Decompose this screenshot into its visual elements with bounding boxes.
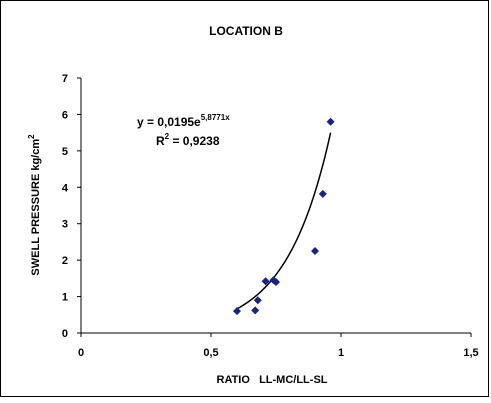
y-tick-label: 2 xyxy=(62,255,68,267)
y-axis-title-text: SWELL PRESSURE kg/cm xyxy=(30,139,42,276)
data-point xyxy=(272,278,280,286)
y-tick-label: 4 xyxy=(62,182,69,194)
r-squared: R2 = 0,9238 xyxy=(156,132,220,148)
x-tick-label: 1,5 xyxy=(463,347,478,359)
trendline xyxy=(236,132,332,310)
y-tick-label: 6 xyxy=(62,109,68,121)
y-tick-label: 7 xyxy=(62,73,68,85)
y-tick-label: 0 xyxy=(62,328,68,340)
r-squared-sup: 2 xyxy=(165,132,170,141)
r-squared-suffix: = 0,9238 xyxy=(169,134,220,148)
x-tick-label: 1 xyxy=(338,347,344,359)
r-squared-prefix: R xyxy=(156,134,165,148)
y-tick-label: 1 xyxy=(62,292,68,304)
data-point xyxy=(233,307,241,316)
chart-title: LOCATION B xyxy=(209,24,283,38)
x-tick-label: 0,5 xyxy=(203,347,218,359)
equation-exponent: 5,8771x xyxy=(201,113,230,122)
data-point xyxy=(326,117,335,126)
equation-main: y = 0,0195e xyxy=(137,115,201,129)
plot-area: 0 1 2 3 4 5 6 7 0 0,5 1 1,5 xyxy=(62,73,479,359)
x-axis-title: RATIO LL-MC/LL-SL xyxy=(217,374,328,386)
data-point xyxy=(253,296,262,305)
data-point xyxy=(318,189,327,198)
y-tick-label: 5 xyxy=(62,146,68,158)
y-axis-title: SWELL PRESSURE kg/cm2 xyxy=(27,134,42,276)
data-point xyxy=(311,247,319,256)
data-point xyxy=(251,306,260,315)
data-point xyxy=(261,277,270,286)
trendline-equation: y = 0,0195e5,8771x xyxy=(137,113,230,129)
y-axis-title-sup: 2 xyxy=(27,134,36,139)
x-tick-label: 0 xyxy=(78,347,84,359)
y-tick-label: 3 xyxy=(62,219,68,231)
